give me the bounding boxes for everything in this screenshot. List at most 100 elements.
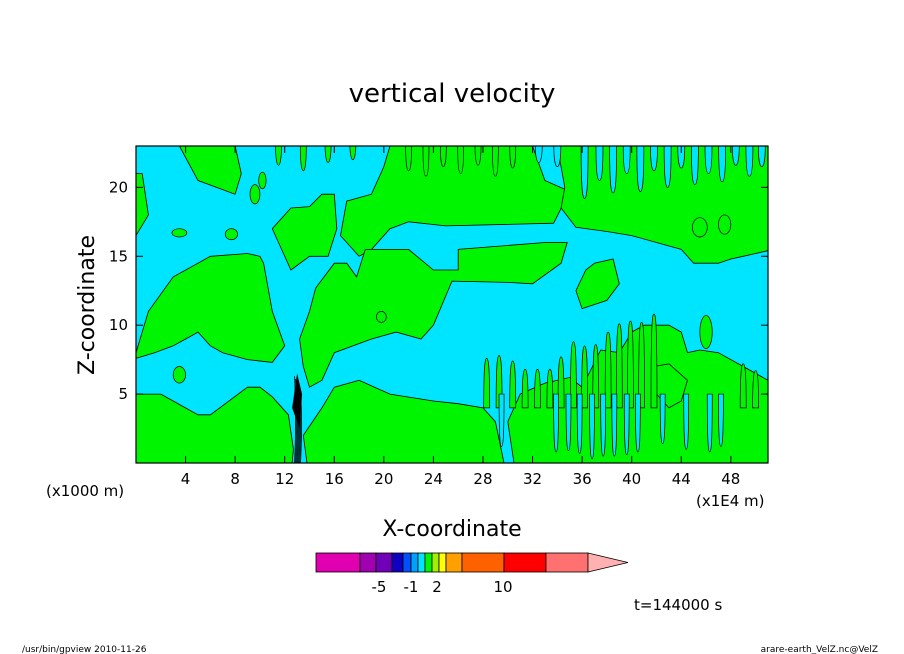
colorbar-segment — [375, 552, 393, 573]
hanging-cell — [718, 146, 726, 183]
positive-region — [136, 146, 242, 195]
hanging-cell — [576, 393, 583, 454]
x-unit-right: (x1E4 m) — [696, 492, 765, 510]
x-unit-left: (x1000 m) — [46, 482, 124, 500]
x-tick-label: 48 — [721, 470, 740, 488]
x-tick-label: 36 — [573, 470, 592, 488]
hanging-cell — [659, 393, 666, 445]
hanging-cell — [691, 146, 699, 185]
x-tick-label: 44 — [672, 470, 691, 488]
hanging-cell — [718, 393, 724, 447]
hanging-cell — [553, 146, 562, 168]
hanging-cell — [677, 146, 686, 169]
hanging-cell — [405, 146, 412, 172]
colorbar-tick-label: -1 — [404, 578, 419, 596]
chart-title: vertical velocity — [349, 79, 556, 109]
x-tick-label: 8 — [230, 470, 240, 488]
colorbar-segment — [503, 552, 547, 573]
rising-cell — [638, 322, 645, 409]
rising-cell — [752, 370, 759, 409]
hanging-cell — [731, 146, 740, 166]
hanging-cell — [663, 146, 672, 188]
hanging-cell — [349, 146, 357, 161]
positive-regions — [136, 146, 768, 463]
positive-region — [302, 379, 505, 463]
hanging-cell — [474, 146, 482, 166]
hanging-cell — [534, 146, 543, 163]
colorbar-segment — [417, 552, 426, 573]
x-axis-title: X-coordinate — [382, 517, 521, 542]
positive-region — [136, 173, 149, 237]
y-tick-label: 5 — [118, 385, 128, 403]
hanging-cell — [324, 146, 332, 163]
hanging-cell — [492, 146, 499, 177]
positive-region — [575, 258, 620, 310]
isolated-cell — [376, 311, 387, 323]
hanging-cell — [565, 393, 572, 451]
rising-cell — [604, 331, 612, 409]
isolated-cell — [171, 228, 188, 238]
hanging-cell — [595, 146, 604, 181]
hanging-cell — [683, 393, 690, 450]
hanging-cell — [439, 146, 447, 168]
y-tick-label: 20 — [109, 178, 128, 196]
x-tick-label: 40 — [622, 470, 641, 488]
rising-cell — [581, 345, 588, 409]
x-tick-label: 16 — [325, 470, 344, 488]
positive-region — [136, 253, 286, 363]
isolated-cell — [692, 217, 708, 238]
x-tick-label: 24 — [424, 470, 443, 488]
hanging-cell — [650, 146, 658, 172]
colorbar-tick-label: -5 — [372, 578, 387, 596]
rising-cell — [534, 368, 541, 409]
rising-cell — [570, 341, 577, 409]
hanging-cell — [611, 393, 618, 457]
rising-cell — [627, 320, 634, 409]
y-axis-title: Z-coordinate — [75, 235, 100, 375]
y-tick-label: 10 — [109, 316, 128, 334]
colorbar-tick-label: 10 — [493, 578, 512, 596]
rising-cell — [739, 363, 747, 409]
rising-cell — [650, 313, 658, 409]
colorbar-segment — [315, 552, 361, 573]
contour-lines — [171, 146, 766, 463]
colorbar-segment — [461, 552, 505, 573]
hanging-cell — [600, 393, 607, 457]
hanging-cell — [589, 393, 595, 460]
positive-region — [136, 386, 294, 463]
footer-right: arare-earth_VelZ.nc@VelZ — [761, 645, 878, 654]
hanging-cell — [745, 146, 754, 177]
positive-region — [271, 193, 338, 271]
isolated-cell — [718, 214, 732, 235]
contour-cluster — [292, 373, 303, 429]
y-axis: 5 10 15 20 — [109, 178, 768, 403]
time-label: t=144000 s — [634, 596, 722, 614]
footer-left: /usr/bin/gpview 2010-11-26 — [22, 645, 147, 654]
contour-line — [294, 376, 296, 463]
plot-frame — [135, 145, 769, 464]
colorbar-segment — [391, 552, 404, 573]
rising-cell — [615, 323, 623, 409]
hanging-cell — [706, 393, 713, 453]
colorbar-segment — [424, 552, 433, 573]
rising-cell — [592, 344, 600, 409]
hanging-cell — [622, 146, 631, 174]
hanging-cell — [636, 146, 645, 192]
isolated-cell — [224, 228, 238, 241]
hanging-cell — [275, 146, 282, 166]
positive-region — [299, 242, 568, 388]
colorbar-segment — [410, 552, 419, 573]
rising-cell — [521, 368, 529, 409]
plot-area — [136, 146, 768, 463]
hanging-cell — [422, 146, 430, 177]
hanging-cell — [457, 146, 465, 174]
hanging-cell — [704, 146, 713, 174]
colorbar — [315, 552, 629, 573]
colorbar-segment — [545, 552, 589, 573]
x-tick-label: 28 — [473, 470, 492, 488]
hanging-cell — [553, 393, 559, 453]
hanging-cell — [757, 146, 766, 168]
x-axis: 4 8 12 16 20 24 28 32 36 40 44 48 — [181, 146, 740, 488]
isolated-cell — [258, 171, 267, 190]
